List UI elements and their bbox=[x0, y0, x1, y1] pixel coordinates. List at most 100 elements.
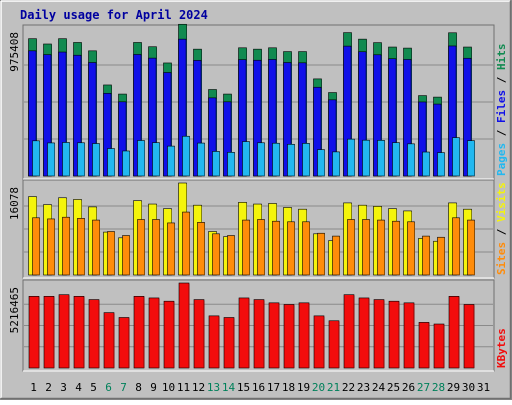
bar-pages-day-3-face bbox=[62, 142, 70, 177]
bar-kbytes-day-15-face bbox=[238, 297, 250, 369]
panel-visits-side-legend: Sites / Visits bbox=[495, 182, 508, 275]
bar-kbytes-day-13 bbox=[208, 315, 220, 369]
bar-kbytes-day-10-face bbox=[163, 300, 175, 369]
bar-kbytes-day-7 bbox=[118, 317, 130, 369]
bar-sites-day-21 bbox=[332, 235, 340, 276]
day-label-4: 4 bbox=[75, 381, 82, 394]
bar-kbytes-day-6-face bbox=[103, 312, 115, 369]
bar-sites-day-15-face bbox=[242, 219, 250, 276]
bar-kbytes-day-10 bbox=[163, 300, 175, 369]
bar-pages-day-24-face bbox=[377, 140, 385, 177]
bar-sites-day-20-face bbox=[317, 232, 325, 276]
day-label-8: 8 bbox=[135, 381, 142, 394]
bar-kbytes-day-13-face bbox=[208, 315, 220, 369]
bar-pages-day-18 bbox=[287, 143, 295, 177]
legend-separator: / bbox=[495, 70, 508, 90]
bar-pages-day-4-face bbox=[77, 142, 85, 177]
bar-kbytes-day-1-face bbox=[28, 296, 40, 369]
bar-sites-day-20 bbox=[317, 232, 325, 276]
bar-kbytes-day-19-face bbox=[298, 302, 310, 369]
day-label-27: 27 bbox=[417, 381, 430, 394]
bar-sites-day-23 bbox=[362, 219, 370, 276]
bar-sites-day-17-face bbox=[272, 220, 280, 276]
bar-kbytes-day-23-face bbox=[358, 297, 370, 369]
bar-pages-day-22-face bbox=[347, 138, 355, 177]
bar-pages-day-26 bbox=[407, 143, 415, 177]
bar-sites-day-3-face bbox=[62, 216, 70, 276]
bar-kbytes-day-4 bbox=[73, 296, 85, 369]
bar-kbytes-day-24-face bbox=[373, 299, 385, 369]
bar-sites-day-18 bbox=[287, 221, 295, 276]
bar-sites-day-9 bbox=[152, 219, 160, 276]
bar-kbytes-day-29-face bbox=[448, 296, 460, 369]
bar-kbytes-day-25-face bbox=[388, 300, 400, 369]
bar-kbytes-day-5 bbox=[88, 299, 100, 369]
bar-kbytes-day-23 bbox=[358, 297, 370, 369]
bar-pages-day-12 bbox=[197, 142, 205, 177]
bar-pages-day-17 bbox=[272, 142, 280, 177]
bar-pages-day-9 bbox=[152, 142, 160, 177]
panel-visits-bars bbox=[28, 182, 475, 276]
day-label-23: 23 bbox=[357, 381, 370, 394]
bar-sites-day-4 bbox=[77, 218, 85, 276]
bar-pages-day-11 bbox=[182, 135, 190, 177]
bar-kbytes-day-26-face bbox=[403, 302, 415, 369]
bar-pages-day-30-face bbox=[467, 140, 475, 177]
day-label-21: 21 bbox=[327, 381, 340, 394]
bar-pages-day-28 bbox=[437, 152, 445, 177]
bar-pages-day-6 bbox=[107, 148, 115, 177]
bar-pages-day-5-face bbox=[92, 143, 100, 177]
bar-kbytes-day-5-face bbox=[88, 299, 100, 369]
day-label-28: 28 bbox=[432, 381, 445, 394]
bar-kbytes-day-16 bbox=[253, 299, 265, 369]
legend-entry-kbytes: KBytes bbox=[495, 328, 508, 368]
day-label-12: 12 bbox=[192, 381, 205, 394]
bar-sites-day-2-face bbox=[47, 218, 55, 276]
day-label-19: 19 bbox=[297, 381, 310, 394]
bar-kbytes-day-17-face bbox=[268, 302, 280, 369]
day-label-26: 26 bbox=[402, 381, 415, 394]
bar-pages-day-20-face bbox=[317, 149, 325, 177]
bar-sites-day-5 bbox=[92, 219, 100, 276]
day-label-1: 1 bbox=[30, 381, 37, 394]
bar-sites-day-6-face bbox=[107, 231, 115, 276]
bar-pages-day-22 bbox=[347, 138, 355, 177]
bar-kbytes-day-20-face bbox=[313, 315, 325, 369]
bar-pages-day-26-face bbox=[407, 143, 415, 177]
bar-kbytes-day-27 bbox=[418, 322, 430, 369]
day-label-18: 18 bbox=[282, 381, 295, 394]
legend-separator: / bbox=[495, 123, 508, 143]
day-label-31: 31 bbox=[477, 381, 490, 394]
bar-pages-day-14 bbox=[227, 152, 235, 177]
bar-pages-day-27-face bbox=[422, 151, 430, 177]
bar-kbytes-day-3-face bbox=[58, 294, 70, 369]
panel-visits: 16078 Sites / Visits bbox=[8, 179, 508, 279]
bar-pages-day-2 bbox=[47, 142, 55, 177]
bar-sites-day-4-face bbox=[77, 218, 85, 276]
bar-kbytes-day-14-face bbox=[223, 317, 235, 369]
bar-kbytes-day-18-face bbox=[283, 304, 295, 369]
bar-sites-day-12 bbox=[197, 222, 205, 276]
bar-kbytes-day-17 bbox=[268, 302, 280, 369]
bar-pages-day-10 bbox=[167, 145, 175, 177]
bar-kbytes-day-11-face bbox=[178, 282, 190, 369]
bar-sites-day-26-face bbox=[407, 221, 415, 276]
bar-pages-day-18-face bbox=[287, 143, 295, 177]
bar-kbytes-day-28-face bbox=[433, 323, 445, 369]
bar-sites-day-16 bbox=[257, 219, 265, 276]
bar-pages-day-2-face bbox=[47, 142, 55, 177]
day-label-6: 6 bbox=[105, 381, 112, 394]
panel-kbytes-bars bbox=[28, 282, 475, 369]
bar-pages-day-28-face bbox=[437, 152, 445, 177]
bar-sites-day-22 bbox=[347, 219, 355, 276]
bar-sites-day-30-face bbox=[467, 219, 475, 276]
bar-kbytes-day-29 bbox=[448, 296, 460, 369]
bar-sites-day-26 bbox=[407, 221, 415, 276]
bar-pages-day-23 bbox=[362, 139, 370, 177]
bar-pages-day-19 bbox=[302, 143, 310, 177]
bar-sites-day-3 bbox=[62, 216, 70, 276]
day-label-20: 20 bbox=[312, 381, 325, 394]
day-label-14: 14 bbox=[222, 381, 236, 394]
panel-hits-bars bbox=[28, 23, 475, 177]
bar-pages-day-24 bbox=[377, 140, 385, 177]
